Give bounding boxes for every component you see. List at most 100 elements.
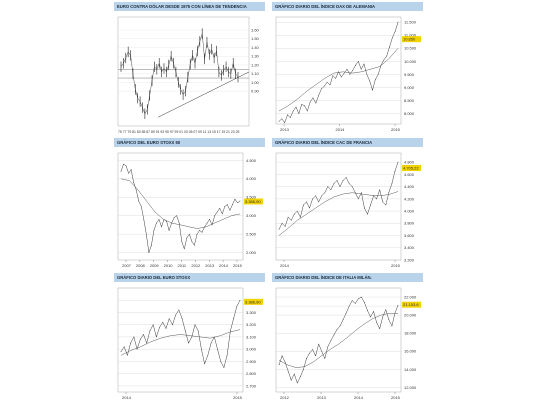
data-point (151, 244, 152, 246)
data-point (326, 81, 328, 83)
last-price-label: 3.386,90 (245, 199, 261, 204)
data-point (355, 64, 356, 66)
data-point (342, 180, 344, 181)
data-point (389, 46, 390, 48)
data-point (336, 329, 338, 330)
data-point (123, 163, 124, 165)
y-tick-label: 4.500 (246, 158, 257, 163)
chart-cac: 4.800 4.600 4.400 4.200 4.000 3.800 3.600 3.400… (275, 152, 421, 268)
data-point (148, 252, 150, 253)
data-point (335, 77, 337, 79)
y-tick-label: 1.30 (251, 54, 260, 59)
y-tick-label: 4.000 (404, 208, 415, 213)
data-point (315, 355, 316, 357)
plot-frame (117, 152, 244, 261)
data-point (383, 59, 385, 61)
data-point (201, 231, 203, 233)
data-point (388, 319, 390, 321)
y-tick-label: 3.000 (246, 213, 257, 218)
x-tick-label: 2013 (205, 263, 215, 268)
data-point (324, 192, 326, 194)
data-point (128, 172, 129, 174)
last-price-label: 21.153,6 (403, 302, 419, 307)
data-point (300, 216, 301, 218)
data-point (333, 334, 335, 336)
y-tick-label: 3.500 (246, 195, 257, 200)
y-tick-label: 2.000 (246, 250, 257, 255)
data-point (206, 222, 208, 224)
data-point (397, 304, 399, 306)
x-tick-label: 2015 (391, 127, 401, 132)
data-point (303, 369, 304, 370)
data-point (120, 351, 122, 352)
y-tick-label: 1.00 (251, 80, 260, 85)
y-tick-label: 20.000 (404, 313, 417, 318)
data-point (329, 84, 331, 86)
data-point (159, 326, 160, 328)
data-point (176, 215, 178, 217)
data-point (201, 348, 202, 350)
data-point (165, 328, 167, 329)
last-price-badge (244, 298, 263, 305)
data-point (312, 198, 313, 200)
data-point (304, 105, 305, 107)
data-point (188, 342, 189, 344)
data-point (133, 182, 135, 183)
data-point (323, 85, 325, 87)
last-price-badge (402, 301, 421, 308)
x-tick-label: 2013 (280, 127, 290, 132)
y-tick-label: 1.50 (251, 36, 260, 41)
chart-eurostoxx: 3.4003.3003.2003.1003.0002.9002.8002.700… (117, 287, 263, 400)
y-tick-label: 3.300 (246, 310, 257, 315)
x-tick-label: 2012 (280, 395, 290, 400)
data-point (186, 237, 188, 239)
price-line (278, 296, 399, 384)
data-point (281, 222, 283, 224)
data-point (318, 343, 320, 345)
chart-title: GRÁFICO DIARIO DEL EURO STOXX (114, 273, 265, 282)
x-tick-labels: 75 77 79 81 83 85 87 89 91 93 95 97 99 0… (118, 130, 239, 134)
data-point (125, 165, 127, 167)
data-point (175, 314, 177, 316)
y-tick-label: 4.600 (404, 172, 415, 177)
data-point (162, 321, 164, 323)
plot-frame (275, 16, 402, 125)
data-point (357, 61, 359, 62)
data-point (139, 339, 141, 340)
data-point (388, 192, 390, 194)
data-point (152, 324, 154, 326)
data-point (219, 207, 221, 209)
y-tick-label: 3.100 (246, 334, 257, 339)
data-point (145, 233, 147, 235)
data-point (382, 316, 384, 318)
data-point (332, 75, 334, 77)
y-tick-label: 9.500 (404, 72, 415, 77)
data-point (136, 348, 138, 350)
data-point (370, 316, 371, 318)
plot-frame (275, 287, 402, 393)
price-line (278, 162, 399, 230)
plot-frame (275, 152, 402, 261)
data-point (367, 310, 368, 311)
data-point (168, 318, 170, 319)
x-tick-label: 2010 (164, 263, 174, 268)
data-point (290, 219, 292, 221)
data-point (340, 76, 342, 78)
chart-eurusd: 1.60 1.50 1.40 1.30 1.20 1.10 1.00 0.90 75 77 79… (117, 16, 260, 134)
y-tick-label: 12.000 (404, 385, 417, 390)
data-point (391, 183, 393, 184)
data-point (324, 358, 326, 359)
last-price-label: 4.705,22 (403, 165, 419, 170)
y-tick-label: 1.40 (251, 45, 260, 50)
data-point (196, 233, 198, 235)
y-tick-label: 3.800 (404, 221, 415, 226)
data-point (343, 72, 345, 74)
data-point (239, 200, 241, 202)
chart-eurostoxx50: 4.500 4.000 3.500 3.000 2.500 2.000 3.386,90 20… (117, 152, 263, 268)
y-tick-label: 10.500 (404, 46, 417, 51)
chart-title: GRÁFICO DIARIO DEL ÍNDICE CAC DE FRANCIA (272, 138, 423, 147)
data-point (300, 376, 301, 377)
data-point (178, 222, 180, 224)
moving-average-line (278, 313, 398, 368)
data-point (172, 324, 173, 326)
